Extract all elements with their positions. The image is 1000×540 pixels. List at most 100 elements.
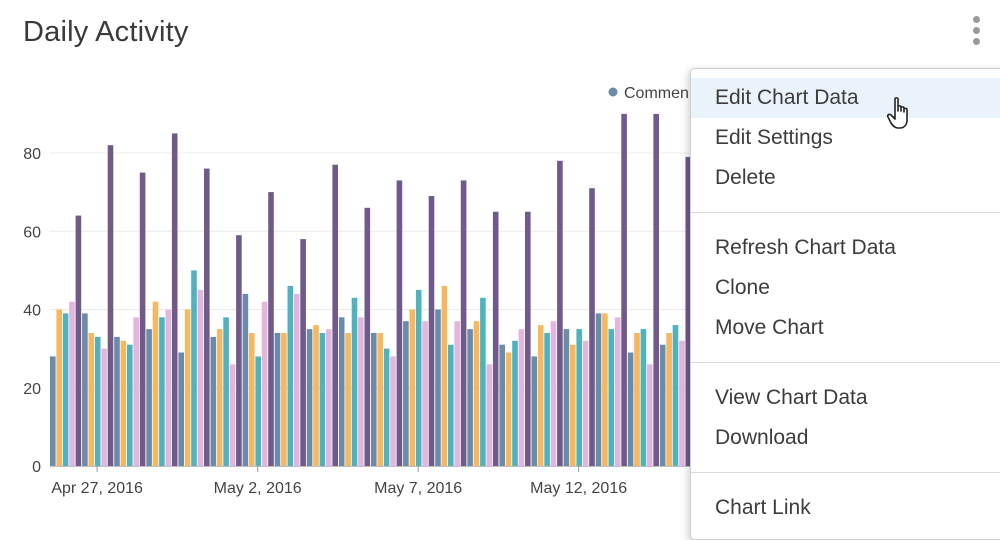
bar — [351, 297, 358, 466]
bar — [114, 336, 120, 466]
bar — [537, 325, 544, 466]
bar — [396, 180, 403, 466]
bar — [486, 364, 493, 466]
bar — [139, 172, 146, 466]
bar — [332, 164, 338, 466]
bar — [518, 329, 525, 466]
bar — [557, 160, 563, 467]
bar — [499, 344, 505, 466]
bar — [146, 329, 152, 466]
bar — [428, 196, 435, 466]
bar — [159, 317, 165, 466]
bar — [422, 321, 428, 466]
bar — [197, 289, 204, 466]
bar — [582, 340, 589, 466]
hand-pointer-icon — [886, 97, 908, 129]
bar — [454, 321, 460, 466]
menu-item-delete[interactable]: Delete — [715, 166, 776, 189]
bar — [171, 133, 178, 466]
bar — [319, 333, 326, 466]
y-tick-label: 0 — [32, 459, 41, 476]
bar — [229, 364, 236, 466]
menu-item-edit-settings[interactable]: Edit Settings — [715, 126, 833, 149]
menu-item-clone[interactable]: Clone — [715, 276, 770, 299]
bar — [88, 333, 95, 466]
menu-item-move-chart[interactable]: Move Chart — [715, 316, 824, 339]
bar — [608, 329, 615, 466]
menu-item-chart-link[interactable]: Chart Link — [715, 496, 811, 519]
bar — [653, 113, 659, 467]
x-tick-label: May 7, 2016 — [374, 480, 462, 497]
bar — [371, 333, 377, 466]
bar-chart: 0 20 40 60 80 Apr 27, 2016 May 2, 2016 May 7, 2… — [23, 85, 746, 497]
bar — [184, 309, 191, 466]
bar — [345, 333, 351, 466]
more-options-icon[interactable] — [968, 16, 984, 50]
bar — [383, 348, 390, 466]
bar — [249, 333, 255, 466]
bar — [614, 317, 621, 466]
menu-item-refresh-chart-data[interactable]: Refresh Chart Data — [715, 236, 896, 259]
menu-item-view-chart-data[interactable]: View Chart Data — [715, 386, 868, 409]
legend-label: Commen — [624, 85, 689, 102]
bar — [403, 321, 409, 466]
y-tick-label: 40 — [23, 303, 41, 320]
bar — [210, 336, 217, 466]
x-tick-label: Apr 27, 2016 — [51, 480, 143, 497]
bar — [94, 336, 101, 466]
bar — [634, 333, 640, 466]
bar — [120, 340, 127, 466]
bar — [242, 293, 249, 467]
bar — [204, 168, 210, 466]
bar — [544, 333, 550, 466]
bar — [50, 356, 56, 466]
bar — [101, 348, 107, 466]
bar — [274, 333, 281, 466]
bar — [178, 352, 184, 466]
bar — [338, 317, 345, 466]
bar — [550, 321, 557, 466]
bar — [306, 329, 313, 466]
bar — [326, 329, 332, 466]
bar — [82, 313, 88, 466]
bar — [460, 180, 467, 466]
bar — [133, 317, 139, 466]
bar — [531, 356, 538, 466]
bar — [165, 309, 172, 466]
bar — [659, 344, 666, 466]
bar — [679, 340, 685, 466]
bar — [685, 156, 692, 466]
bar — [589, 188, 595, 466]
bar — [255, 356, 261, 466]
bar — [261, 301, 268, 466]
bar — [602, 313, 608, 466]
bar — [216, 329, 223, 466]
bar — [448, 344, 454, 466]
bar — [293, 293, 300, 467]
bar — [364, 207, 371, 467]
bar — [441, 286, 448, 466]
y-tick-label: 60 — [23, 224, 41, 241]
menu-item-download[interactable]: Download — [715, 426, 809, 449]
bar — [473, 321, 480, 466]
bar — [223, 317, 229, 466]
menu-item-edit-chart-data[interactable]: Edit Chart Data — [691, 78, 1000, 118]
bar — [75, 215, 82, 466]
bar — [467, 329, 473, 466]
bar — [666, 333, 672, 466]
bar — [268, 192, 274, 466]
bar — [281, 333, 287, 466]
bar — [435, 309, 441, 466]
bar — [62, 313, 69, 466]
bar — [672, 325, 679, 466]
menu-separator — [691, 472, 1000, 473]
bar — [300, 239, 306, 466]
bar — [415, 289, 422, 466]
bar — [358, 317, 364, 466]
bar — [390, 356, 396, 466]
bar — [56, 309, 62, 466]
y-tick-label: 20 — [23, 381, 41, 398]
menu-separator — [691, 212, 1000, 213]
bar — [313, 325, 319, 466]
chart-card: 0 20 40 60 80 Apr 27, 2016 May 2, 2016 May 7, 2… — [23, 16, 1000, 540]
